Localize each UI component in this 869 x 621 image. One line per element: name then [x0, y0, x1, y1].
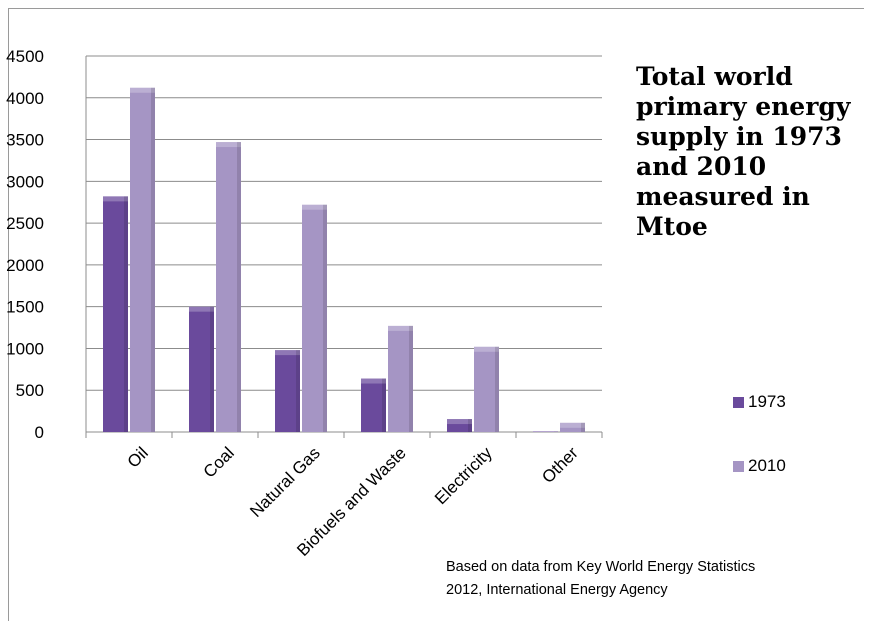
x-tick-label: Electricity: [431, 443, 496, 508]
y-tick-label: 1000: [6, 339, 44, 358]
source-note: Based on data from Key World Energy Stat…: [446, 559, 756, 598]
bar-2010-natural-gas: [302, 204, 327, 432]
x-tick-label: Coal: [200, 443, 238, 481]
bar-shade: [409, 325, 413, 432]
bar-shade: [468, 419, 472, 432]
chart-frame: [8, 8, 864, 621]
bar-1973-electricity: [447, 419, 472, 432]
y-tick-label: 3500: [6, 131, 44, 150]
x-tick-label: Other: [538, 443, 582, 487]
y-tick-label: 2000: [6, 256, 44, 275]
y-tick-label: 500: [16, 381, 44, 400]
bar-1973-oil: [103, 196, 128, 432]
y-tick-label: 4500: [6, 47, 44, 66]
legend-item-1973: 1973: [733, 392, 786, 412]
y-tick-label: 3000: [6, 172, 44, 191]
bar-bevel: [388, 325, 413, 331]
bar-shade: [151, 87, 155, 433]
bar-bevel: [447, 419, 472, 425]
bar-2010-biofuels-and-waste: [388, 325, 413, 432]
chart-title: Total world primary energy supply in 197…: [636, 62, 851, 241]
y-tick-label: 2500: [6, 214, 44, 233]
bar-2010-coal: [216, 142, 241, 432]
bar-shade: [237, 142, 241, 432]
legend-label-2010: 2010: [748, 456, 786, 475]
x-tick-label: Natural Gas: [246, 443, 324, 521]
bar-bevel: [189, 306, 214, 312]
bar-shade: [382, 378, 386, 432]
x-tick-label: Oil: [124, 443, 152, 471]
legend-swatch-1973: [733, 396, 744, 408]
bar-shade: [323, 204, 327, 432]
y-tick-label: 1500: [6, 298, 44, 317]
bar-shade: [296, 350, 300, 432]
bar-shade: [581, 422, 585, 432]
bar-shade: [210, 306, 214, 432]
bar-shade: [124, 196, 128, 432]
bar-bevel: [216, 142, 241, 148]
bar-bevel: [560, 422, 585, 428]
bar-bevel: [361, 378, 386, 384]
bar-1973-other: [533, 431, 558, 432]
bar-bevel: [130, 87, 155, 93]
bar-shade: [554, 431, 558, 432]
bar-1973-natural-gas: [275, 350, 300, 432]
bar-bevel: [302, 204, 327, 210]
legend-item-2010: 2010: [733, 456, 786, 476]
bar-1973-biofuels-and-waste: [361, 378, 386, 432]
y-tick-label: 0: [35, 423, 44, 442]
bar-bevel: [474, 346, 499, 352]
bar-2010-oil: [130, 87, 155, 433]
legend-label-1973: 1973: [748, 392, 786, 411]
bar-2010-other: [560, 422, 585, 432]
legend-swatch-2010: [733, 460, 744, 472]
bar-2010-electricity: [474, 346, 499, 432]
bar-shade: [495, 346, 499, 432]
bar-1973-coal: [189, 306, 214, 432]
bar-bevel: [103, 196, 128, 202]
y-tick-label: 4000: [6, 89, 44, 108]
bar-bevel: [275, 350, 300, 356]
